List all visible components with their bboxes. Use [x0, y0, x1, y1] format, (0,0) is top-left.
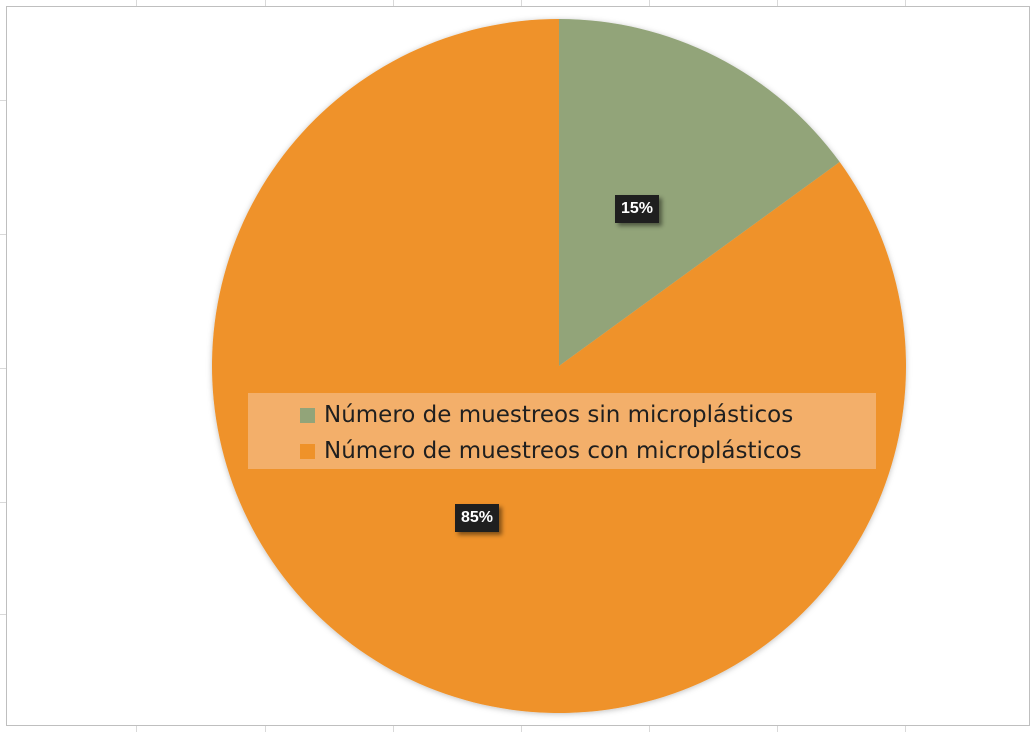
- legend-label-sin: Número de muestreos sin microplásticos: [324, 402, 794, 428]
- sheet-gridline: [905, 0, 906, 6]
- data-label-sin: 15%: [615, 195, 660, 223]
- sheet-gridline: [905, 726, 906, 732]
- legend-swatch-sin: [300, 407, 315, 423]
- pie-slice-con[interactable]: [211, 19, 906, 714]
- chart-legend[interactable]: Número de muestreos sin microplásticos N…: [248, 393, 876, 469]
- sheet-gridline: [136, 726, 137, 732]
- legend-item-con[interactable]: Número de muestreos con microplásticos: [300, 433, 876, 469]
- sheet-gridline: [393, 726, 394, 732]
- sheet-gridline: [0, 234, 6, 235]
- sheet-gridline: [136, 0, 137, 6]
- legend-item-sin[interactable]: Número de muestreos sin microplásticos: [300, 397, 876, 433]
- sheet-gridline: [521, 0, 522, 6]
- pie-chart[interactable]: [7, 7, 1029, 725]
- data-label-con: 85%: [455, 504, 500, 532]
- sheet-gridline: [265, 0, 266, 6]
- sheet-gridline: [521, 726, 522, 732]
- sheet-gridline: [0, 502, 6, 503]
- sheet-gridline: [777, 726, 778, 732]
- legend-label-con: Número de muestreos con microplásticos: [324, 438, 802, 464]
- sheet-gridline: [393, 0, 394, 6]
- sheet-gridline: [0, 368, 6, 369]
- sheet-gridline: [777, 0, 778, 6]
- sheet-gridline: [649, 0, 650, 6]
- legend-swatch-con: [300, 443, 315, 459]
- pie-slice-sin[interactable]: [559, 19, 840, 366]
- chart-area[interactable]: 15% 85% Número de muestreos sin microplá…: [6, 6, 1030, 726]
- sheet-gridline: [265, 726, 266, 732]
- sheet-gridline: [0, 614, 6, 615]
- sheet-gridline: [649, 726, 650, 732]
- sheet-gridline: [0, 100, 6, 101]
